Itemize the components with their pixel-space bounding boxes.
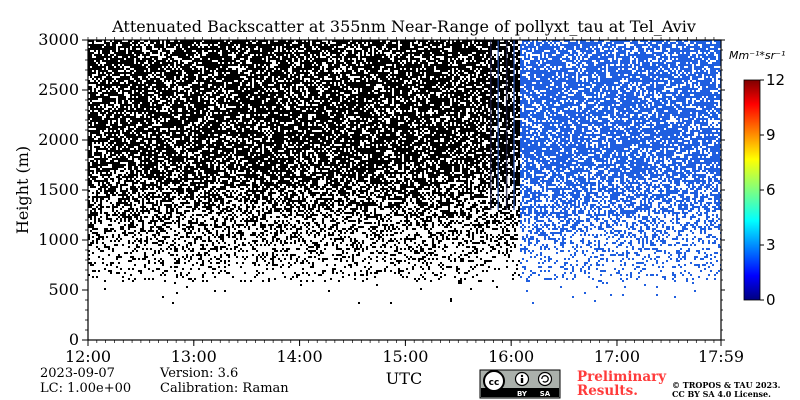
y-axis: 0 500 1000 1500 2000 2500 3000 — [38, 30, 725, 349]
cc-icon — [483, 370, 505, 392]
preliminary-line-1: Preliminary — [577, 369, 667, 385]
svg-text:cc: cc — [489, 378, 500, 388]
y-tick-label: 2000 — [38, 130, 79, 149]
footer-lc: LC: 1.00e+00 — [40, 381, 131, 396]
transition-streak — [513, 40, 515, 210]
signal-region-late — [520, 40, 721, 304]
y-axis-label: Height (m) — [13, 146, 32, 234]
x-axis: 12:00 13:00 14:00 15:00 16:00 17:00 17:59 — [65, 37, 744, 366]
cc-license-badge: cc BY SA — [479, 369, 561, 399]
colorbar-tick-label: 6 — [766, 181, 776, 199]
svg-text:BY: BY — [517, 390, 528, 398]
x-tick-label: 15:00 — [382, 347, 428, 366]
x-tick-label: 17:00 — [594, 347, 640, 366]
transition-streak — [497, 40, 499, 210]
y-tick-label: 0 — [69, 330, 79, 349]
sa-icon — [537, 371, 553, 387]
colorbar — [743, 79, 761, 301]
transition-streak — [490, 40, 492, 210]
y-tick-label: 2500 — [38, 80, 79, 99]
colorbar-tick-label: 12 — [766, 71, 785, 89]
y-tick-label: 3000 — [38, 30, 79, 49]
colorbar-tick-label: 3 — [766, 236, 776, 254]
heatmap-area — [88, 40, 721, 304]
x-axis-label: UTC — [386, 369, 422, 388]
noise-region-early — [88, 40, 520, 304]
colorbar-tick-label: 9 — [766, 126, 776, 144]
y-tick-label: 1000 — [38, 230, 79, 249]
colorbar-ticks: 0 3 6 9 12 — [760, 71, 785, 309]
svg-text:SA: SA — [540, 390, 551, 398]
x-tick-label: 12:00 — [65, 347, 111, 366]
y-tick-label: 1500 — [38, 180, 79, 199]
copyright-line-1: © TROPOS & TAU 2023. — [672, 380, 781, 390]
x-tick-label: 17:59 — [698, 347, 744, 366]
colorbar-tick-label: 0 — [766, 291, 776, 309]
preliminary-line-2: Results. — [577, 383, 638, 399]
footer-version: Version: 3.6 — [159, 366, 238, 381]
chart-title: Attenuated Backscatter at 355nm Near-Ran… — [111, 17, 696, 36]
x-tick-label: 14:00 — [277, 347, 323, 366]
footer-date: 2023-09-07 — [40, 366, 115, 381]
copyright-line-2: CC BY SA 4.0 License. — [672, 389, 771, 399]
y-tick-label: 500 — [48, 280, 79, 299]
colorbar-unit-label: Mm⁻¹*sr⁻¹ — [729, 49, 785, 62]
transition-streak — [505, 40, 508, 210]
footer-calibration: Calibration: Raman — [160, 381, 289, 396]
x-tick-label: 13:00 — [171, 347, 217, 366]
x-tick-label: 16:00 — [488, 347, 534, 366]
